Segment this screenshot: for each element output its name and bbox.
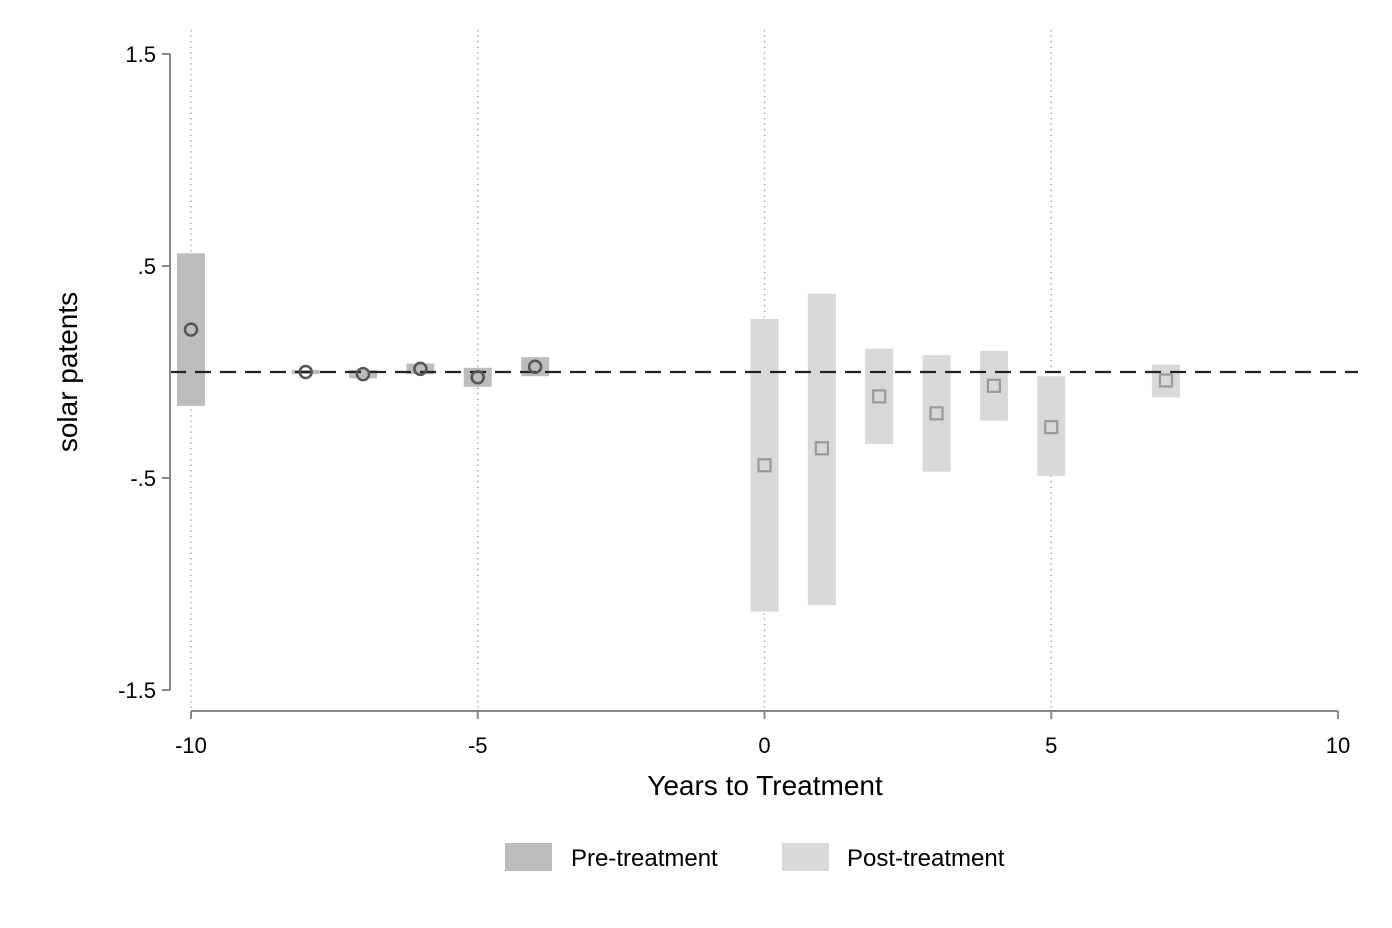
- post-treatment-ci-bar: [980, 351, 1008, 421]
- post-treatment-ci-bar: [1152, 365, 1180, 398]
- y-tick-label: .5: [138, 254, 156, 279]
- post-treatment-ci-bar: [751, 319, 779, 612]
- x-tick-label: 10: [1326, 733, 1350, 758]
- post-treatment-ci-bar: [808, 294, 836, 606]
- x-tick-label: 0: [758, 733, 770, 758]
- x-tick-label: -5: [468, 733, 488, 758]
- pre-treatment-ci-bar: [177, 253, 205, 406]
- y-tick-label: 1.5: [125, 42, 156, 67]
- x-tick-label: 5: [1045, 733, 1057, 758]
- y-axis-title: solar patents: [52, 292, 83, 452]
- y-tick-label: -1.5: [118, 678, 156, 703]
- legend-swatch-post-treatment: [782, 843, 829, 871]
- post-treatment-ci-bar: [865, 349, 893, 444]
- legend-label-post-treatment: Post-treatment: [847, 845, 1005, 872]
- x-axis-title: Years to Treatment: [647, 770, 883, 801]
- x-tick-label: -10: [175, 733, 207, 758]
- post-treatment-ci-bar: [1037, 376, 1065, 476]
- y-tick-label: -.5: [130, 466, 156, 491]
- legend-label-pre-treatment: Pre-treatment: [571, 845, 718, 872]
- legend-swatch-pre-treatment: [505, 843, 552, 871]
